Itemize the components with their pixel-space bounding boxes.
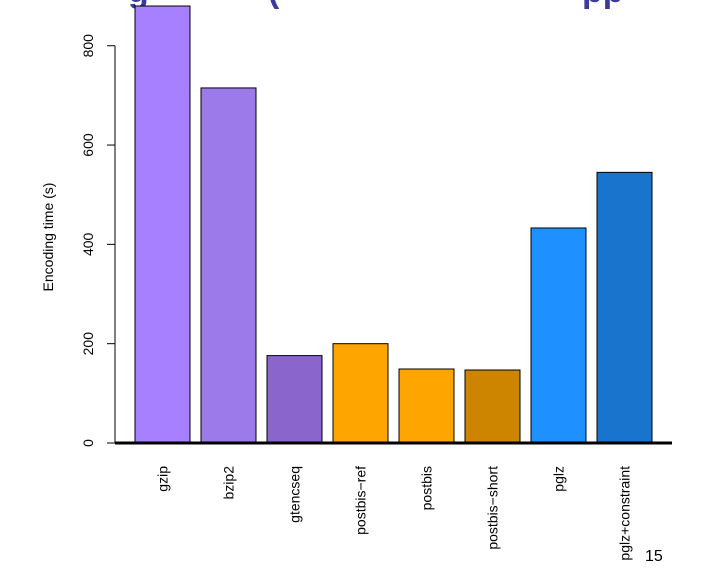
y-axis: 0 200 400 600 800 [80,34,116,447]
bar-2 [200,87,257,444]
x-tick-label: gtencseq [287,466,303,523]
y-tick-label: 400 [80,232,96,256]
bar-8 [596,171,653,444]
y-axis-label: Encoding time (s) [40,183,56,292]
bar-7 [530,227,587,444]
bar-3 [266,355,323,444]
x-tick-label: gzip [155,466,171,492]
page-number: 15 [645,548,663,565]
x-tick-label: pglz+constraint [617,466,633,561]
x-tick-label: postbis−ref [353,466,369,535]
y-tick-label: 200 [80,332,96,356]
x-axis-labels: gzip bzip2 gtencseq postbis−ref postbis postb… [155,466,633,561]
slide-title-fragment: g ( pp [0,0,708,9]
x-tick-label: postbis [419,466,435,510]
x-tick-label: postbis−short [485,466,501,550]
bars-layer [115,5,672,445]
bar-5 [398,368,455,444]
bar-4 [332,343,389,444]
x-tick-label: pglz [551,466,567,492]
y-tick-label: 800 [80,34,96,58]
bar-6 [464,369,521,444]
bar-1 [134,5,191,444]
x-tick-label: bzip2 [221,466,237,500]
y-tick-label: 0 [80,439,96,447]
y-tick-label: 600 [80,133,96,157]
